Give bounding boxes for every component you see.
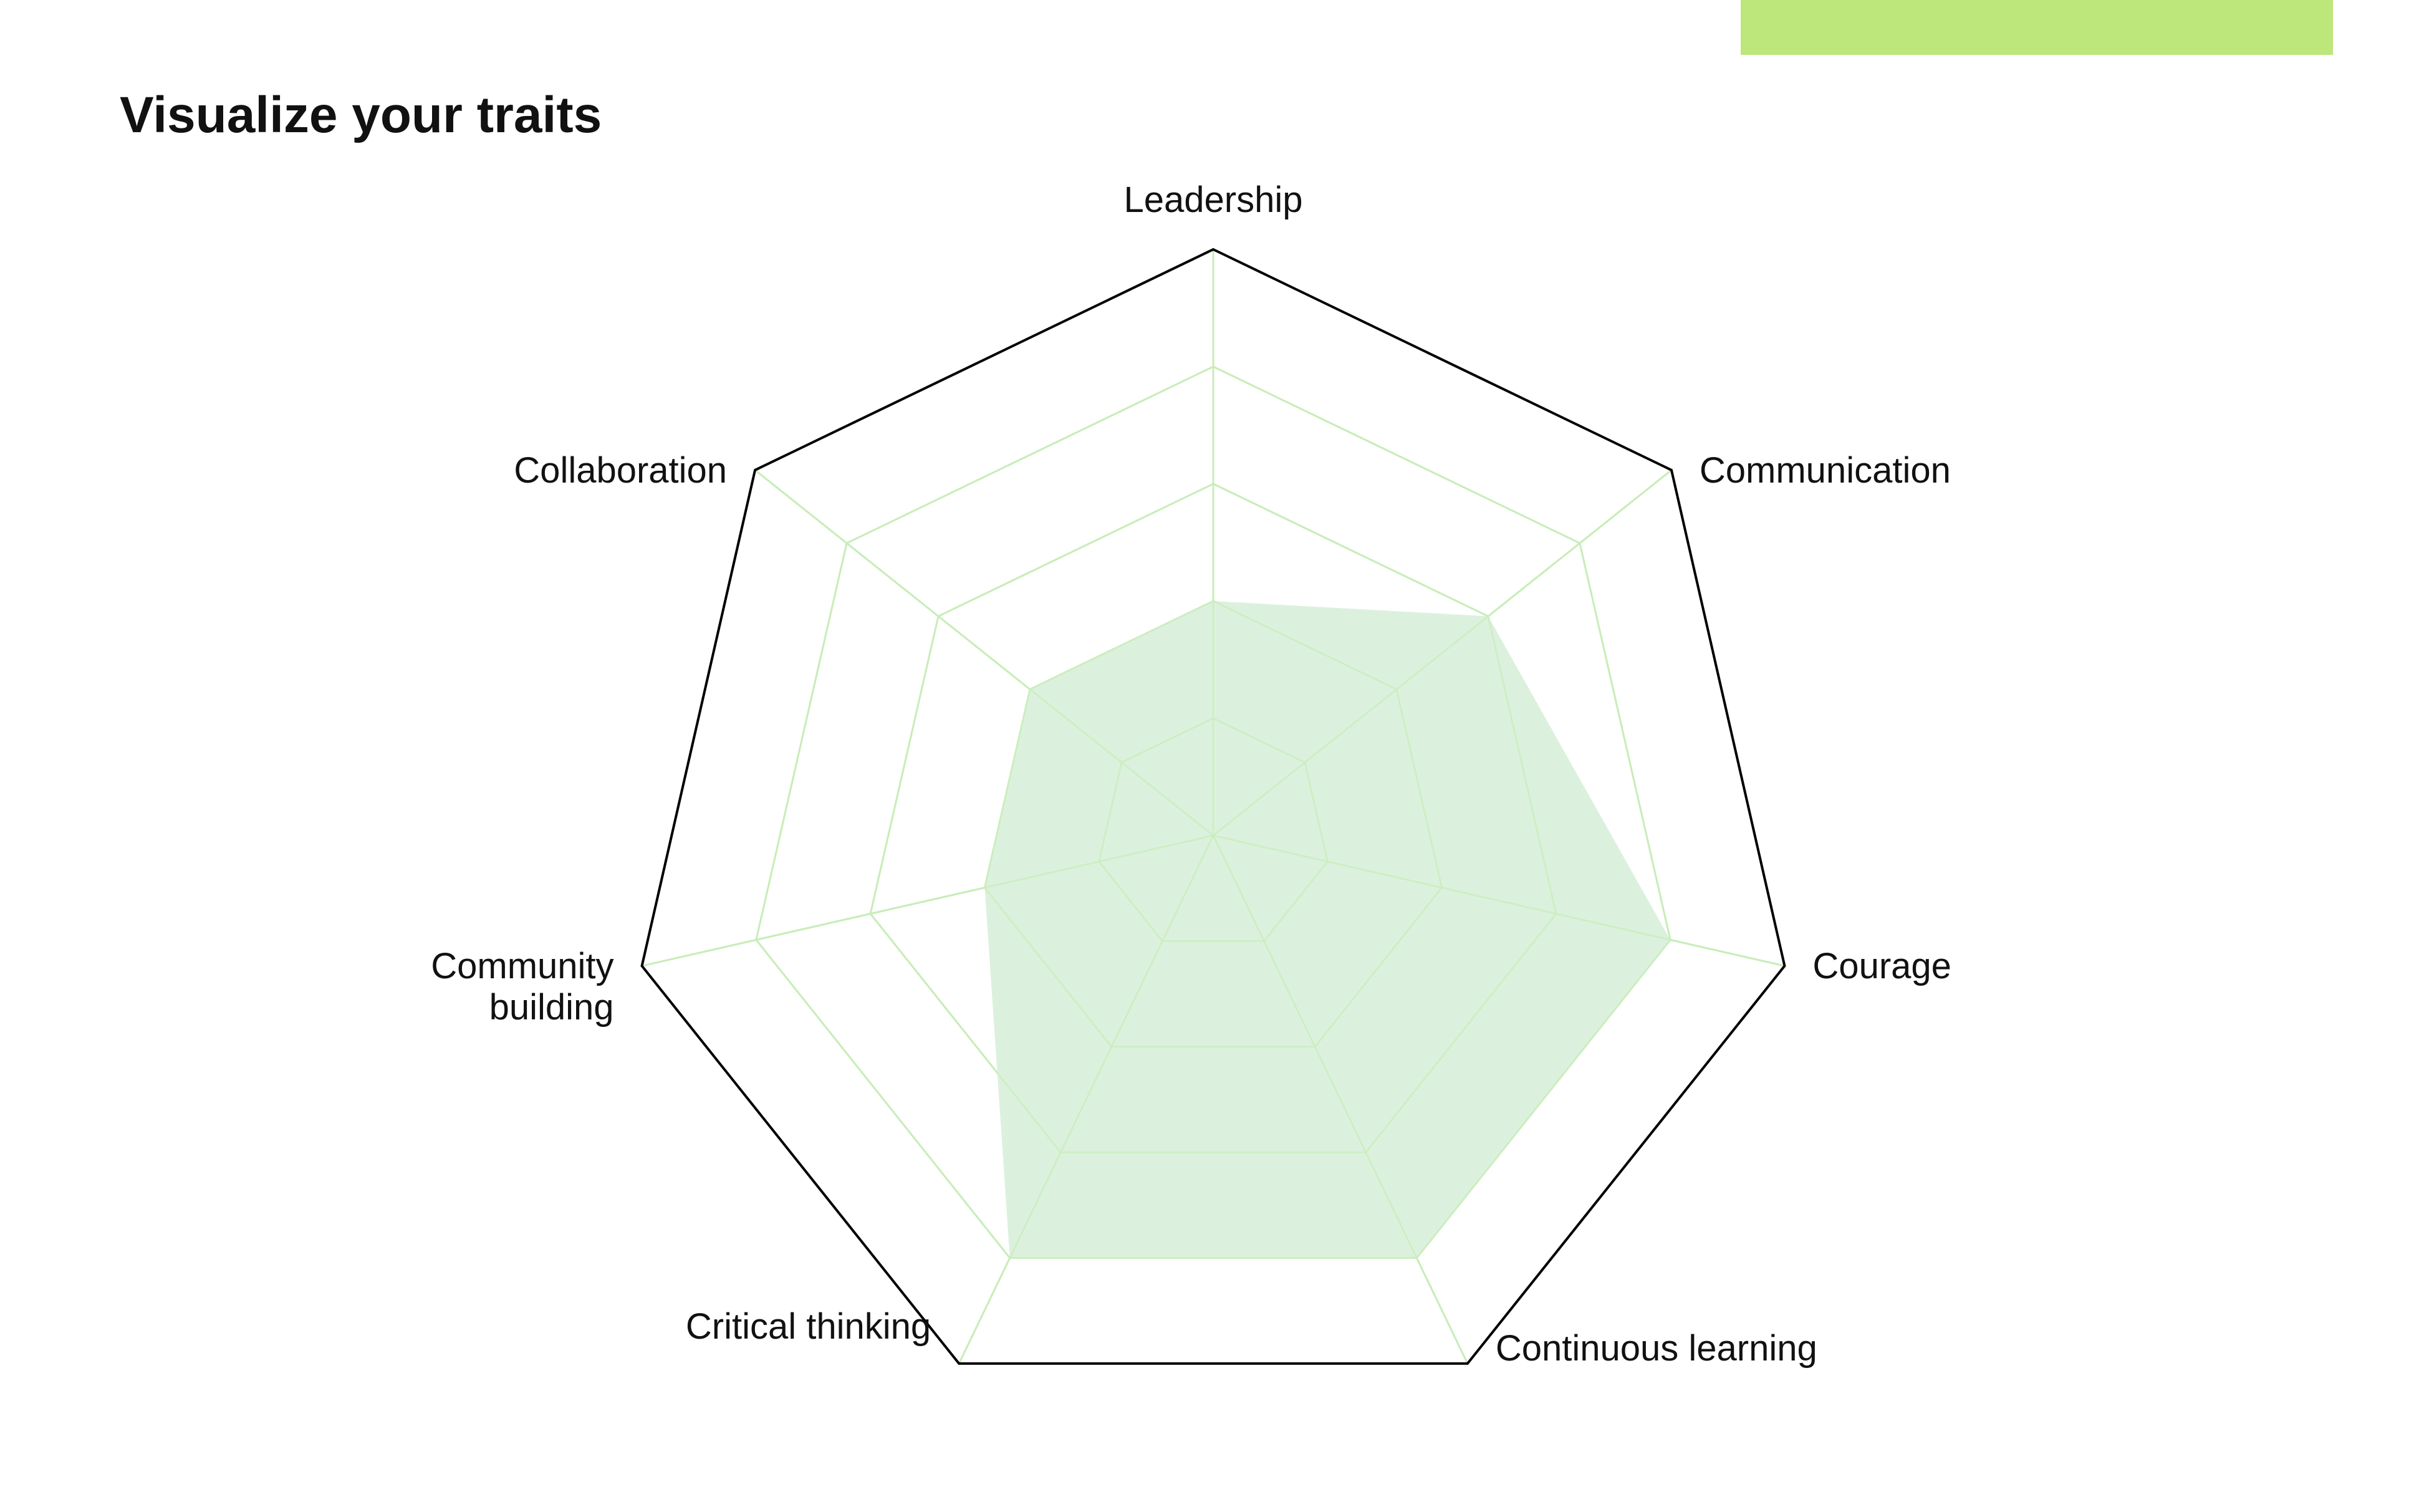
series-area [984, 601, 1671, 1258]
axis-label-line: Continuous learning [1496, 1328, 1817, 1369]
axis-label: Continuous learning [1496, 1328, 1817, 1369]
grid-spoke-overlay [1213, 834, 1785, 967]
axis-label-line: building [489, 987, 614, 1028]
axis-label-line: Collaboration [514, 450, 727, 491]
grid-ring-overlay [983, 600, 1443, 1048]
data-layer [642, 249, 1785, 1364]
axis-label-line: Leadership [1124, 180, 1303, 220]
outer-ring [640, 248, 1786, 1365]
label-layer: Leadership Communication Courage Continuous… [431, 180, 1951, 1369]
grid-ring-overlay [755, 365, 1671, 1259]
grid-spoke-overlay [958, 835, 1214, 1364]
axis-label: Collaboration [514, 450, 727, 491]
axis-label: Critical thinking [686, 1306, 931, 1347]
axis-label-line: Critical thinking [686, 1306, 931, 1347]
axis-label-line: Communication [1700, 450, 1951, 491]
outer-layer [640, 248, 1786, 1365]
axis-label-line: Community [431, 946, 613, 986]
grid-ring-overlay [1098, 717, 1329, 942]
axis-label: Leadership [1124, 180, 1303, 220]
page-title: Visualize your traits [120, 87, 602, 143]
grid-spoke-overlay [1212, 835, 1469, 1364]
axis-label: Courage [1812, 946, 1951, 986]
accent-bar [1741, 0, 2333, 55]
grid-spoke-overlay [642, 834, 1214, 967]
axis-label-line: Courage [1812, 946, 1951, 986]
grid-spoke-overlay [1213, 469, 1672, 837]
grid-ring-overlay [869, 483, 1557, 1153]
axis-label: Communication [1700, 450, 1951, 491]
axis-label: Community building [431, 946, 613, 1028]
grid-spoke-overlay [754, 469, 1214, 837]
